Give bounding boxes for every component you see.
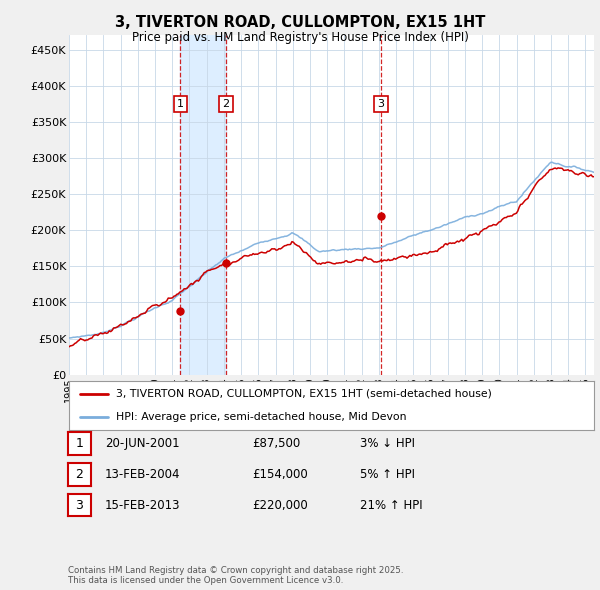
Text: £220,000: £220,000 xyxy=(252,499,308,512)
Text: Price paid vs. HM Land Registry's House Price Index (HPI): Price paid vs. HM Land Registry's House … xyxy=(131,31,469,44)
Text: £154,000: £154,000 xyxy=(252,468,308,481)
Text: 1: 1 xyxy=(75,437,83,450)
Text: 5% ↑ HPI: 5% ↑ HPI xyxy=(360,468,415,481)
Text: 3, TIVERTON ROAD, CULLOMPTON, EX15 1HT (semi-detached house): 3, TIVERTON ROAD, CULLOMPTON, EX15 1HT (… xyxy=(116,389,492,399)
Text: 3, TIVERTON ROAD, CULLOMPTON, EX15 1HT: 3, TIVERTON ROAD, CULLOMPTON, EX15 1HT xyxy=(115,15,485,30)
Text: 2: 2 xyxy=(75,468,83,481)
Text: 3% ↓ HPI: 3% ↓ HPI xyxy=(360,437,415,450)
Text: 20-JUN-2001: 20-JUN-2001 xyxy=(105,437,179,450)
Text: 2: 2 xyxy=(223,99,230,109)
Text: 3: 3 xyxy=(377,99,385,109)
Text: 13-FEB-2004: 13-FEB-2004 xyxy=(105,468,181,481)
Text: Contains HM Land Registry data © Crown copyright and database right 2025.
This d: Contains HM Land Registry data © Crown c… xyxy=(68,566,403,585)
Point xyxy=(176,307,185,316)
Point xyxy=(221,259,231,268)
Text: 15-FEB-2013: 15-FEB-2013 xyxy=(105,499,181,512)
Text: £87,500: £87,500 xyxy=(252,437,300,450)
Text: 1: 1 xyxy=(177,99,184,109)
Text: HPI: Average price, semi-detached house, Mid Devon: HPI: Average price, semi-detached house,… xyxy=(116,412,407,422)
Bar xyxy=(181,35,226,375)
Text: 21% ↑ HPI: 21% ↑ HPI xyxy=(360,499,422,512)
Point xyxy=(376,211,386,221)
Text: 3: 3 xyxy=(75,499,83,512)
